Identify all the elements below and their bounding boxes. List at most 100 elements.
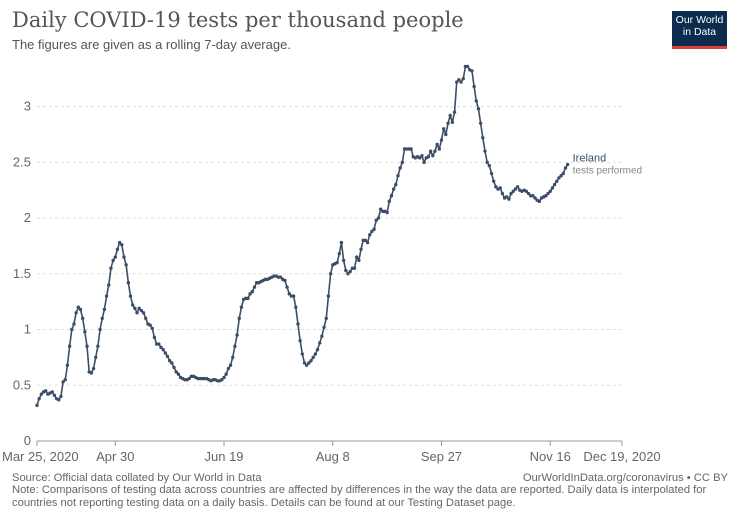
data-point[interactable] bbox=[328, 272, 333, 276]
data-point[interactable] bbox=[133, 306, 137, 311]
data-point[interactable] bbox=[389, 194, 394, 198]
data-point[interactable] bbox=[72, 322, 76, 326]
data-point[interactable] bbox=[152, 335, 157, 340]
data-point[interactable] bbox=[85, 344, 89, 348]
data-point[interactable] bbox=[391, 187, 396, 191]
data-point[interactable] bbox=[374, 218, 378, 222]
data-point[interactable] bbox=[324, 316, 328, 321]
data-point[interactable] bbox=[70, 327, 74, 332]
data-point[interactable] bbox=[89, 371, 94, 375]
data-point[interactable] bbox=[476, 107, 481, 111]
data-point[interactable] bbox=[544, 194, 548, 198]
data-point[interactable] bbox=[537, 199, 542, 204]
data-point[interactable] bbox=[472, 84, 476, 89]
data-point[interactable] bbox=[187, 376, 191, 381]
data-point[interactable] bbox=[491, 179, 496, 183]
data-point[interactable] bbox=[107, 283, 111, 287]
data-point[interactable] bbox=[63, 377, 67, 382]
data-point[interactable] bbox=[170, 361, 174, 365]
data-point[interactable] bbox=[96, 344, 100, 348]
data-point[interactable] bbox=[231, 355, 235, 360]
data-point[interactable] bbox=[130, 303, 135, 307]
data-point[interactable] bbox=[233, 344, 237, 348]
data-point[interactable] bbox=[422, 160, 426, 165]
data-point[interactable] bbox=[163, 351, 168, 355]
data-point[interactable] bbox=[433, 149, 437, 153]
data-point[interactable] bbox=[526, 191, 531, 196]
data-point[interactable] bbox=[348, 269, 352, 274]
data-point[interactable] bbox=[500, 191, 505, 196]
data-point[interactable] bbox=[35, 403, 39, 408]
data-point[interactable] bbox=[452, 110, 457, 114]
data-point[interactable] bbox=[100, 316, 104, 321]
data-point[interactable] bbox=[128, 294, 133, 298]
data-point[interactable] bbox=[365, 240, 370, 245]
data-point[interactable] bbox=[237, 316, 241, 321]
data-point[interactable] bbox=[315, 347, 320, 352]
data-point[interactable] bbox=[65, 363, 70, 367]
data-point[interactable] bbox=[246, 296, 250, 301]
data-point[interactable] bbox=[285, 285, 289, 289]
data-point[interactable] bbox=[228, 363, 233, 367]
data-point[interactable] bbox=[326, 294, 331, 298]
data-point[interactable] bbox=[394, 182, 398, 187]
data-point[interactable] bbox=[363, 238, 368, 243]
data-point[interactable] bbox=[226, 366, 231, 371]
data-point[interactable] bbox=[494, 185, 498, 189]
data-point[interactable] bbox=[98, 327, 102, 332]
data-point[interactable] bbox=[57, 398, 61, 402]
data-point[interactable] bbox=[248, 292, 252, 296]
data-point[interactable] bbox=[565, 162, 570, 167]
data-point[interactable] bbox=[378, 207, 383, 211]
series-layer[interactable] bbox=[35, 64, 570, 408]
data-point[interactable] bbox=[52, 393, 57, 397]
data-point[interactable] bbox=[291, 294, 296, 298]
data-point[interactable] bbox=[354, 255, 359, 259]
data-point[interactable] bbox=[552, 182, 557, 187]
data-point[interactable] bbox=[172, 365, 176, 370]
data-point[interactable] bbox=[489, 171, 494, 176]
data-point[interactable] bbox=[441, 127, 446, 131]
data-point[interactable] bbox=[546, 191, 550, 196]
data-point[interactable] bbox=[400, 160, 405, 165]
data-point[interactable] bbox=[167, 359, 172, 363]
data-point[interactable] bbox=[141, 311, 146, 315]
data-point[interactable] bbox=[555, 179, 559, 183]
data-point[interactable] bbox=[550, 186, 555, 190]
data-point[interactable] bbox=[531, 194, 535, 198]
data-point[interactable] bbox=[344, 268, 348, 273]
data-point[interactable] bbox=[296, 322, 300, 326]
data-point[interactable] bbox=[44, 389, 48, 393]
data-point[interactable] bbox=[307, 361, 311, 365]
owid-logo[interactable]: Our World in Data bbox=[672, 11, 727, 49]
data-point[interactable] bbox=[157, 342, 161, 346]
data-point[interactable] bbox=[320, 334, 324, 338]
data-point[interactable] bbox=[37, 396, 41, 401]
data-point[interactable] bbox=[120, 243, 124, 247]
data-point[interactable] bbox=[74, 311, 78, 315]
data-point[interactable] bbox=[109, 266, 113, 270]
data-point[interactable] bbox=[159, 345, 163, 350]
data-point[interactable] bbox=[557, 176, 561, 180]
data-point[interactable] bbox=[450, 120, 455, 124]
data-point[interactable] bbox=[311, 355, 315, 360]
data-point[interactable] bbox=[478, 121, 483, 126]
data-point[interactable] bbox=[444, 132, 448, 137]
data-point[interactable] bbox=[135, 311, 139, 315]
data-point[interactable] bbox=[67, 344, 72, 348]
data-point[interactable] bbox=[165, 354, 170, 358]
data-point[interactable] bbox=[487, 163, 492, 168]
data-point[interactable] bbox=[561, 171, 565, 176]
data-point[interactable] bbox=[341, 258, 346, 263]
data-point[interactable] bbox=[563, 166, 568, 170]
data-point[interactable] bbox=[80, 316, 85, 321]
data-point[interactable] bbox=[524, 189, 529, 194]
data-point[interactable] bbox=[461, 77, 465, 81]
data-point[interactable] bbox=[78, 307, 83, 312]
data-point[interactable] bbox=[94, 355, 98, 360]
data-point[interactable] bbox=[222, 375, 226, 380]
data-point[interactable] bbox=[117, 240, 122, 245]
data-point[interactable] bbox=[372, 227, 376, 231]
data-point[interactable] bbox=[385, 210, 389, 215]
data-point[interactable] bbox=[104, 294, 109, 298]
